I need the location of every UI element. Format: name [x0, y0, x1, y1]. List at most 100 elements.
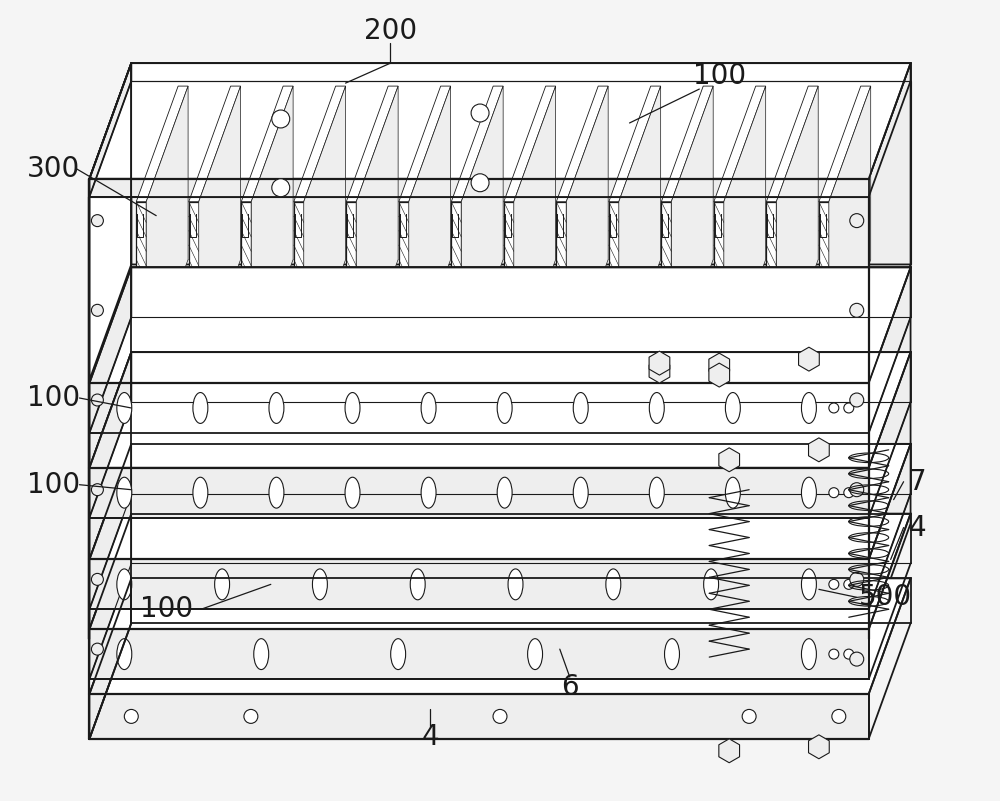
Circle shape	[829, 649, 839, 659]
Ellipse shape	[391, 638, 406, 670]
Polygon shape	[89, 513, 131, 679]
Polygon shape	[89, 81, 131, 380]
Circle shape	[124, 710, 138, 723]
Ellipse shape	[421, 477, 436, 508]
Polygon shape	[89, 578, 131, 739]
Polygon shape	[89, 264, 911, 380]
Circle shape	[850, 573, 864, 586]
Ellipse shape	[725, 477, 740, 508]
Polygon shape	[661, 86, 713, 202]
Text: 100: 100	[27, 384, 80, 412]
Ellipse shape	[573, 477, 588, 508]
Polygon shape	[346, 86, 398, 202]
Polygon shape	[189, 202, 199, 375]
Polygon shape	[136, 202, 146, 375]
Text: 6: 6	[561, 673, 579, 701]
Circle shape	[91, 643, 103, 655]
Circle shape	[471, 174, 489, 191]
Circle shape	[91, 304, 103, 316]
Ellipse shape	[345, 477, 360, 508]
Polygon shape	[714, 202, 724, 375]
Polygon shape	[241, 86, 293, 202]
Text: 100: 100	[27, 471, 80, 499]
Polygon shape	[724, 86, 766, 375]
Polygon shape	[89, 63, 131, 197]
Polygon shape	[714, 86, 766, 202]
Ellipse shape	[117, 638, 132, 670]
Polygon shape	[89, 63, 911, 179]
Circle shape	[850, 304, 864, 317]
Ellipse shape	[801, 638, 816, 670]
Polygon shape	[504, 86, 556, 202]
Circle shape	[850, 483, 864, 497]
Circle shape	[850, 214, 864, 227]
Ellipse shape	[801, 569, 816, 600]
Polygon shape	[89, 179, 869, 197]
Polygon shape	[556, 202, 566, 375]
Polygon shape	[89, 352, 131, 517]
Polygon shape	[566, 86, 608, 375]
Polygon shape	[399, 202, 409, 375]
Polygon shape	[776, 86, 818, 375]
Polygon shape	[461, 86, 503, 375]
Polygon shape	[451, 202, 461, 375]
Polygon shape	[89, 383, 869, 433]
Circle shape	[844, 579, 854, 590]
Circle shape	[850, 652, 864, 666]
Circle shape	[244, 710, 258, 723]
Polygon shape	[89, 444, 131, 610]
Polygon shape	[136, 86, 188, 202]
Ellipse shape	[193, 477, 208, 508]
Circle shape	[471, 104, 489, 122]
Polygon shape	[819, 202, 829, 375]
Polygon shape	[89, 444, 911, 559]
Polygon shape	[189, 86, 241, 202]
Polygon shape	[356, 86, 398, 375]
Polygon shape	[504, 202, 514, 375]
Circle shape	[844, 488, 854, 497]
Ellipse shape	[497, 392, 512, 424]
Ellipse shape	[215, 569, 230, 600]
Ellipse shape	[254, 638, 269, 670]
Polygon shape	[89, 513, 911, 630]
Polygon shape	[251, 86, 293, 375]
Ellipse shape	[421, 392, 436, 424]
Text: 100: 100	[693, 62, 746, 91]
Ellipse shape	[725, 392, 740, 424]
Polygon shape	[514, 86, 556, 375]
Circle shape	[742, 710, 756, 723]
Text: 7: 7	[909, 468, 926, 496]
Polygon shape	[766, 86, 818, 202]
Polygon shape	[556, 86, 608, 202]
Ellipse shape	[649, 477, 664, 508]
Circle shape	[829, 579, 839, 590]
Circle shape	[272, 110, 290, 128]
Circle shape	[91, 394, 103, 406]
Ellipse shape	[117, 477, 132, 508]
Circle shape	[91, 574, 103, 586]
Polygon shape	[146, 86, 188, 375]
Circle shape	[829, 488, 839, 497]
Ellipse shape	[573, 392, 588, 424]
Circle shape	[493, 710, 507, 723]
Polygon shape	[89, 578, 911, 694]
Ellipse shape	[345, 392, 360, 424]
Polygon shape	[819, 86, 871, 202]
Ellipse shape	[269, 392, 284, 424]
Text: 4: 4	[909, 513, 926, 541]
Circle shape	[829, 403, 839, 413]
Circle shape	[844, 649, 854, 659]
Circle shape	[91, 215, 103, 227]
Ellipse shape	[528, 638, 543, 670]
Polygon shape	[399, 86, 451, 202]
Ellipse shape	[410, 569, 425, 600]
Ellipse shape	[801, 392, 816, 424]
Polygon shape	[199, 86, 241, 375]
Polygon shape	[89, 468, 869, 517]
Circle shape	[91, 484, 103, 496]
Ellipse shape	[117, 569, 132, 600]
Ellipse shape	[649, 392, 664, 424]
Ellipse shape	[497, 477, 512, 508]
Polygon shape	[89, 352, 911, 468]
Ellipse shape	[801, 477, 816, 508]
